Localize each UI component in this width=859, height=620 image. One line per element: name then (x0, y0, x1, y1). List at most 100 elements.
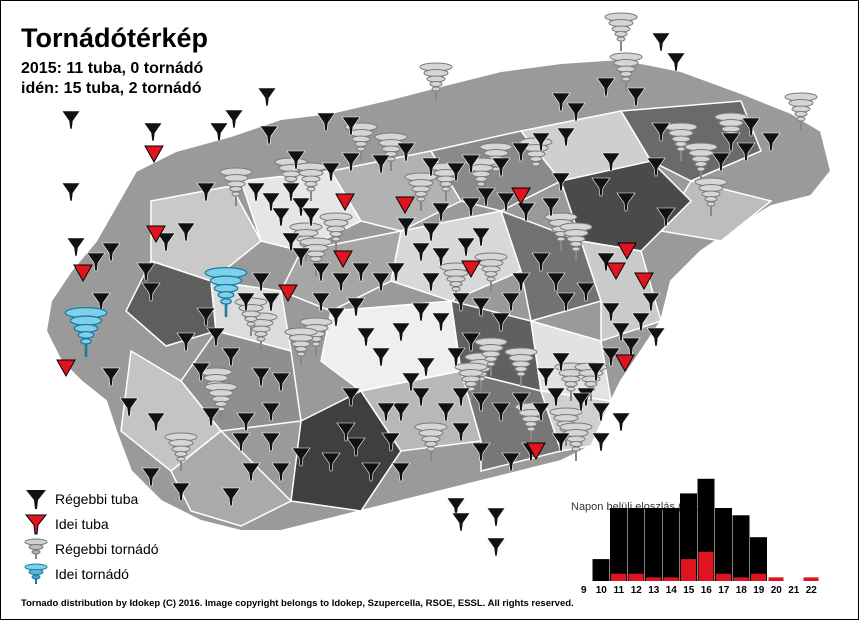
old-tornado-marker (294, 162, 328, 201)
old-tube-marker (391, 322, 411, 342)
old-tube-marker (246, 182, 266, 202)
old-tube-marker (476, 187, 496, 207)
this-year-tube-marker (73, 264, 93, 283)
old-tube-marker (551, 432, 571, 452)
this-year-tube-marker (395, 196, 415, 215)
old-tornado-marker (664, 122, 698, 161)
old-tube-marker (311, 292, 331, 312)
old-tube-marker (86, 252, 106, 272)
old-tube-marker (221, 487, 241, 507)
old-tube-marker (271, 372, 291, 392)
legend-label: Régebbi tuba (55, 491, 139, 507)
old-tube-marker (261, 292, 281, 312)
old-tube-marker (346, 297, 366, 317)
old-tube-marker (376, 402, 396, 422)
histogram-bar-this-year (646, 577, 661, 581)
old-tube-marker (259, 125, 279, 145)
old-tube-marker (396, 142, 416, 162)
old-tube-marker (626, 87, 646, 107)
old-tube-marker (251, 272, 271, 292)
old-tube-icon (26, 490, 46, 509)
old-tube-marker (451, 512, 471, 532)
old-tube-marker (591, 402, 611, 422)
old-tube-marker (556, 127, 576, 147)
old-tube-marker (196, 182, 216, 202)
old-tube-marker (576, 282, 596, 302)
histogram-bar-this-year (768, 577, 784, 581)
histogram-bar-this-year (698, 551, 714, 581)
old-tube-marker (721, 132, 741, 152)
old-tornado-marker (474, 252, 508, 291)
old-tube-marker (136, 262, 156, 282)
old-tornado-marker (319, 212, 353, 251)
this-year-tornado-marker (64, 306, 108, 357)
legend-this-year-tube: Idei tuba (23, 513, 109, 535)
histogram-bar-older (732, 515, 750, 581)
old-tube-marker (591, 432, 611, 452)
old-tube-marker (651, 32, 671, 52)
histogram-bar-this-year (663, 577, 679, 581)
old-tornado-marker (559, 222, 593, 261)
old-tube-marker (391, 462, 411, 482)
old-tube-marker (471, 297, 491, 317)
this-year-tube-marker (606, 262, 626, 281)
old-tube-marker (551, 92, 571, 112)
old-tube-marker (176, 222, 196, 242)
old-tube-marker (156, 232, 176, 252)
old-tube-marker (66, 237, 86, 257)
old-tube-marker (201, 407, 221, 427)
old-tube-marker (486, 507, 506, 527)
old-tube-marker (511, 392, 531, 412)
old-tornado-marker (454, 362, 488, 401)
old-tube-marker (331, 272, 351, 292)
old-tube-marker (291, 197, 311, 217)
this-year-tube-marker (333, 250, 353, 269)
old-tube-marker (666, 52, 686, 72)
histogram-bar-this-year (628, 573, 644, 581)
old-tornado-marker (474, 337, 508, 376)
old-tornado-marker (504, 347, 538, 386)
old-tube-marker (371, 272, 391, 292)
old-tube-marker (461, 197, 481, 217)
old-tube-marker (261, 402, 281, 422)
old-tube-marker (321, 162, 341, 182)
old-tube-marker (551, 172, 571, 192)
old-tube-marker (531, 402, 551, 422)
old-tube-marker (291, 247, 311, 267)
histogram-bar-older (645, 508, 662, 581)
old-tube-marker (61, 182, 81, 202)
old-tube-marker (656, 207, 676, 227)
old-tornado-marker (284, 327, 318, 366)
old-tube-marker (411, 302, 431, 322)
old-tube-marker (591, 177, 611, 197)
old-tube-marker (741, 117, 761, 137)
histogram-hour-label: 15 (683, 585, 695, 596)
old-tube-marker (321, 452, 341, 472)
old-tube-marker (471, 392, 491, 412)
old-tornado-marker (419, 62, 453, 101)
histogram-hour-label: 9 (581, 585, 587, 596)
old-tube-marker (146, 412, 166, 432)
old-tube-marker (586, 362, 606, 382)
histogram-bar-older (662, 508, 680, 581)
histogram-hour-label: 10 (596, 585, 608, 596)
hourly-distribution-chart: 9 10 11 12 13 14 15 16 17 18 19 20 21 22 (581, 478, 819, 596)
old-tube-marker (411, 242, 431, 262)
old-tube-marker (596, 77, 616, 97)
old-tube-marker (546, 387, 566, 407)
legend-old-tornado: Régebbi tornádó (23, 538, 159, 560)
old-tube-marker (456, 237, 476, 257)
this-year-tube-marker (461, 260, 481, 279)
this-year-tube-marker (56, 359, 76, 378)
histogram-hour-label: 17 (718, 585, 730, 596)
old-tube-marker (646, 157, 666, 177)
histogram-hour-label: 16 (701, 585, 713, 596)
old-tube-marker (601, 347, 621, 367)
histogram-hour-label: 18 (736, 585, 748, 596)
old-tube-marker (241, 462, 261, 482)
old-tube-marker (231, 432, 251, 452)
old-tornado-marker (609, 52, 643, 91)
old-tube-marker (601, 302, 621, 322)
old-tube-marker (336, 422, 356, 442)
